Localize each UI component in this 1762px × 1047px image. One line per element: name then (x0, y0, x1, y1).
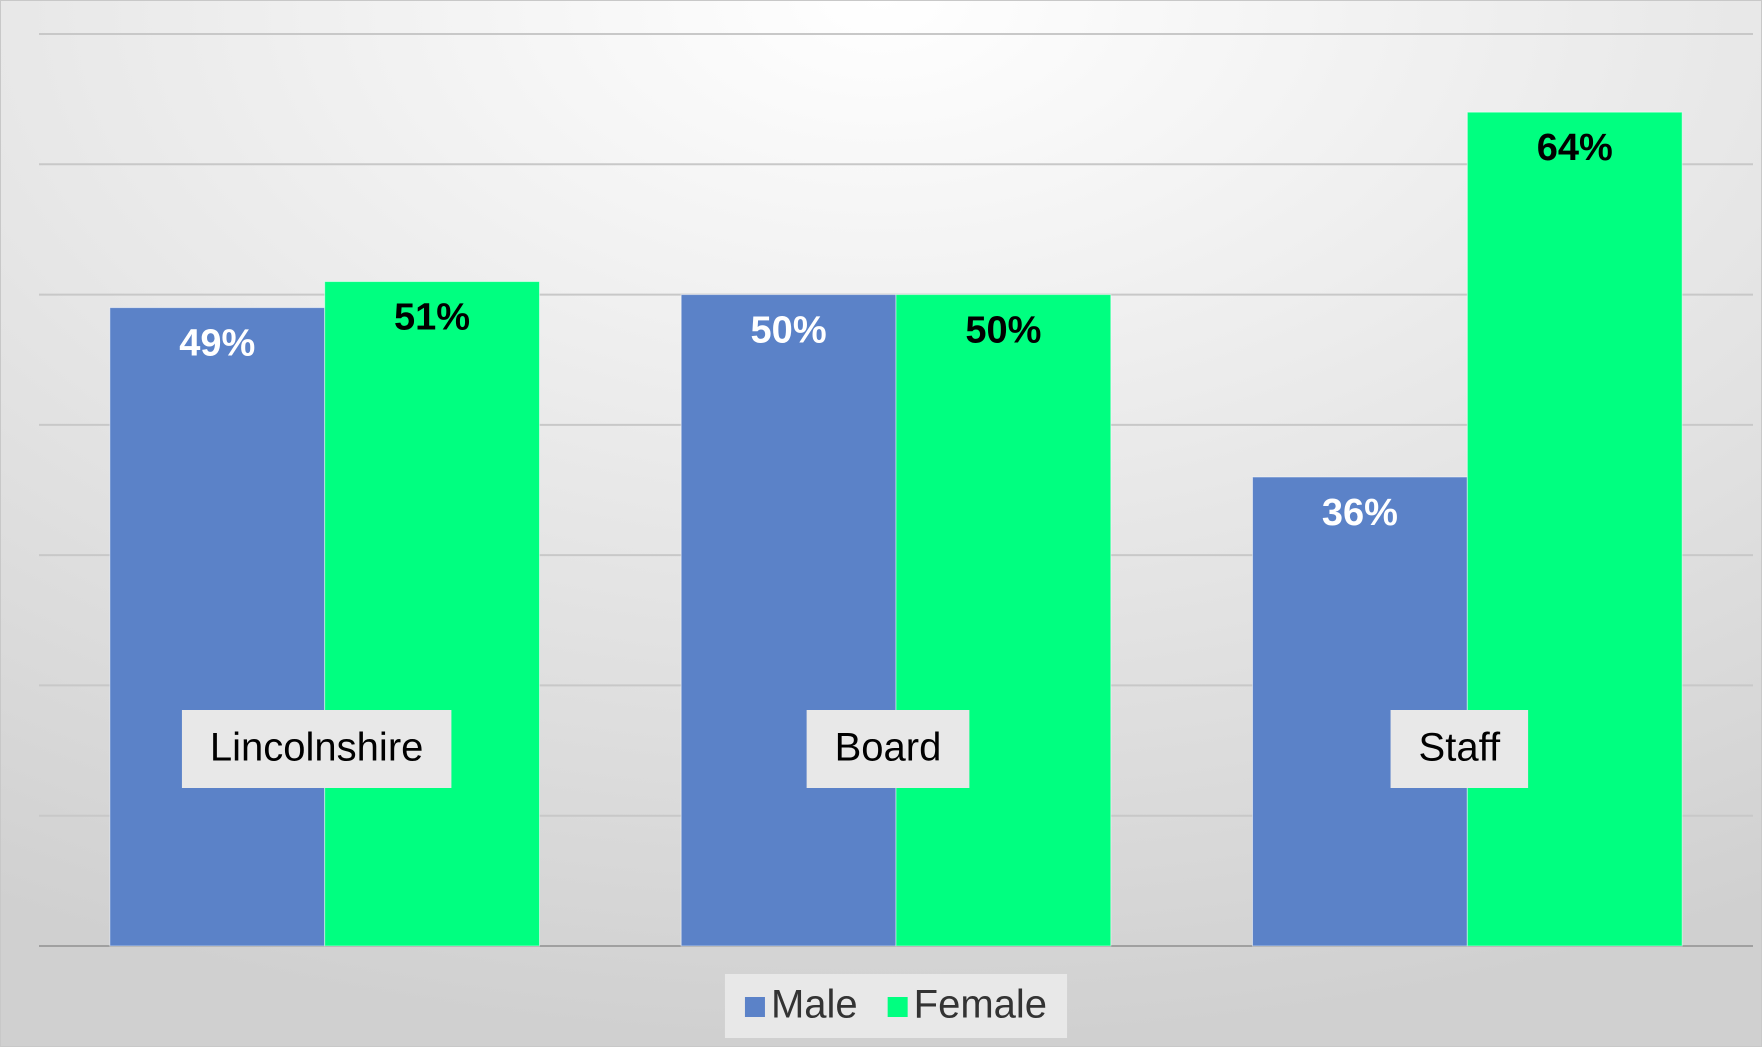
x-tick-label: Board (835, 726, 942, 770)
value-label: 51% (394, 297, 470, 339)
bar (1466, 111, 1683, 947)
bar (680, 294, 897, 947)
legend-label: Male (771, 983, 858, 1027)
bar (109, 307, 326, 947)
x-tick-label: Lincolnshire (210, 726, 423, 770)
value-label: 36% (1322, 492, 1398, 534)
bar (895, 294, 1112, 947)
category-label-box (1390, 710, 1529, 788)
legend-swatch (744, 997, 765, 1017)
value-label: 49% (179, 323, 255, 365)
value-label: 64% (1537, 127, 1613, 169)
value-label: 50% (965, 310, 1041, 352)
category-label-box (806, 710, 970, 788)
legend-swatch (887, 997, 908, 1017)
category-label-box (181, 710, 452, 788)
x-tick-label: Staff (1419, 726, 1501, 770)
bar (324, 281, 540, 947)
legend-label: Female (914, 983, 1047, 1027)
value-label: 50% (751, 310, 827, 352)
